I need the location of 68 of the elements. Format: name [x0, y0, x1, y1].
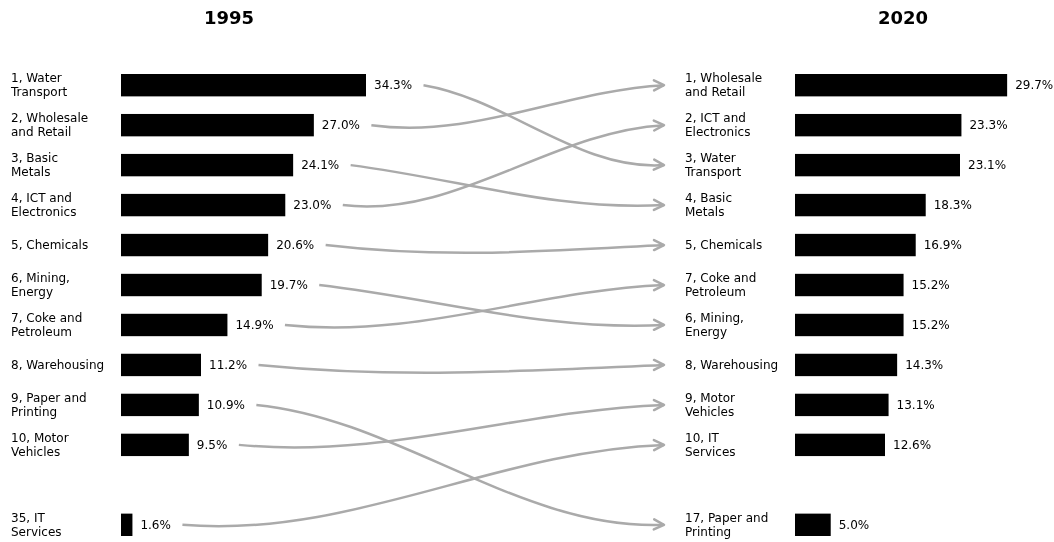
y-tick-label: 8, Warehousing — [685, 357, 779, 372]
bar — [795, 153, 960, 177]
y-tick-label: 7, Coke and Petroleum — [685, 271, 757, 300]
data-label: 24.1% — [301, 158, 340, 173]
y-tick-label: 2, ICT and Electronics — [685, 111, 751, 140]
bar — [795, 353, 898, 377]
y-tick-label: 10, IT Services — [685, 430, 736, 459]
bar — [795, 393, 889, 417]
y-tick-label: 4, ICT and Electronics — [11, 191, 77, 220]
data-label: 34.3% — [374, 78, 413, 93]
y-tick-label: 17, Paper and Printing — [685, 510, 769, 539]
y-tick-label: 7, Coke and Petroleum — [11, 310, 83, 339]
bar — [795, 433, 885, 457]
bar — [795, 273, 904, 297]
chart-title: 2020 — [877, 7, 929, 28]
data-label: 9.5% — [196, 437, 228, 452]
data-label: 15.2% — [911, 278, 950, 293]
y-tick-label: 3, Basic Metals — [11, 151, 59, 180]
data-label: 18.3% — [933, 198, 972, 213]
y-tick-label: 5, Chemicals — [685, 238, 763, 253]
bar — [121, 233, 269, 257]
bar — [121, 273, 262, 297]
data-label: 10.9% — [206, 397, 245, 412]
bar — [121, 353, 201, 377]
bar — [121, 153, 294, 177]
bar — [795, 313, 904, 337]
bar — [121, 193, 286, 217]
data-label: 13.1% — [896, 397, 935, 412]
bar — [795, 193, 926, 217]
bar — [795, 74, 1008, 97]
bar — [121, 74, 366, 97]
y-tick-label: 6, Mining, Energy — [11, 271, 70, 300]
bar — [121, 433, 189, 457]
y-tick-label: 6, Mining, Energy — [685, 310, 744, 339]
y-tick-label: 2, Wholesale and Retail — [11, 111, 89, 140]
data-label: 23.3% — [969, 118, 1008, 133]
bar — [795, 513, 831, 536]
y-tick-label: 5, Chemicals — [11, 238, 89, 253]
bar — [795, 233, 916, 257]
data-label: 19.7% — [269, 278, 308, 293]
data-label: 14.3% — [905, 357, 944, 372]
y-tick-label: 4, Basic Metals — [685, 191, 733, 220]
data-label: 1.6% — [140, 517, 171, 532]
data-label: 29.7% — [1015, 78, 1054, 93]
data-label: 11.2% — [209, 357, 248, 372]
y-tick-label: 10, Motor Vehicles — [11, 430, 69, 459]
bar — [795, 113, 962, 137]
data-label: 20.6% — [276, 238, 315, 253]
data-label: 5.0% — [838, 517, 870, 532]
y-tick-label: 9, Motor Vehicles — [685, 390, 736, 419]
data-label: 15.2% — [911, 317, 950, 332]
data-label: 23.0% — [293, 198, 332, 213]
data-label: 14.9% — [235, 317, 274, 332]
bar — [121, 513, 133, 536]
y-tick-label: 9, Paper and Printing — [11, 390, 87, 419]
y-tick-label: 1, Water Transport — [10, 71, 68, 100]
bar — [121, 393, 199, 417]
y-tick-label: 35, IT Services — [11, 510, 62, 539]
y-tick-label: 8, Warehousing — [11, 357, 105, 372]
data-label: 27.0% — [321, 118, 360, 133]
chart-title: 1995 — [203, 7, 255, 28]
data-label: 12.6% — [893, 437, 932, 452]
data-label: 16.9% — [923, 238, 962, 253]
data-label: 23.1% — [968, 158, 1007, 173]
y-tick-label: 1, Wholesale and Retail — [685, 71, 763, 100]
bar — [121, 113, 314, 137]
y-tick-label: 3, Water Transport — [684, 151, 742, 180]
bar — [121, 313, 228, 337]
